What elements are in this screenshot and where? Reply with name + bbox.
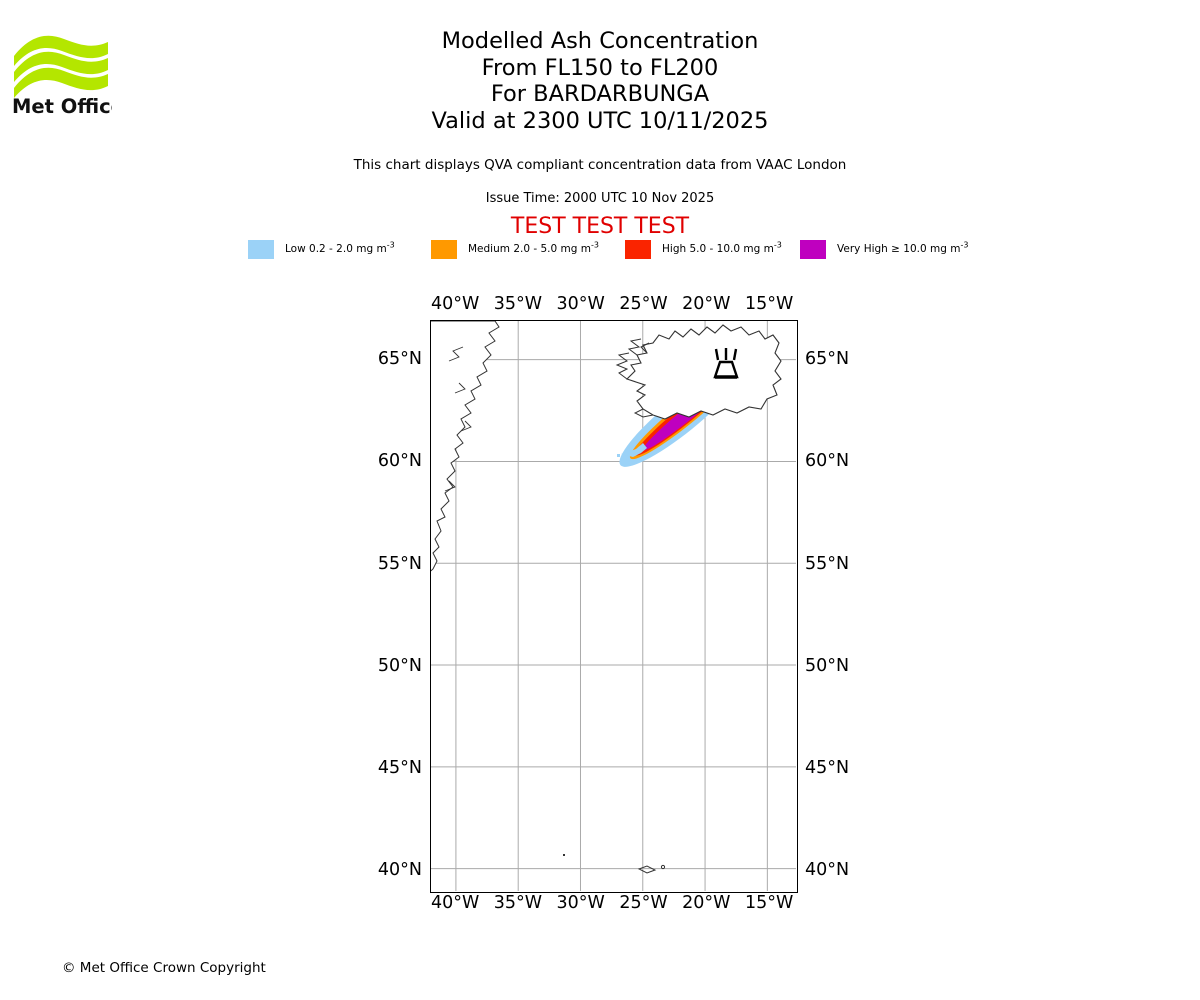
test-banner: TEST TEST TEST	[510, 214, 690, 239]
issue-time-text: Issue Time: 2000 UTC 10 Nov 2025	[485, 191, 715, 206]
legend-exponent-low: -3	[386, 240, 395, 250]
legend-swatch-medium	[431, 239, 457, 259]
title-line-1: Modelled Ash Concentration	[441, 28, 759, 54]
legend-label-low: Low 0.2 - 2.0 mg m-3	[285, 240, 395, 255]
greenland-coastline	[431, 321, 500, 572]
map-frame	[430, 320, 798, 893]
data-source-note: This chart displays QVA compliant concen…	[353, 157, 847, 173]
legend-exponent-medium: -3	[590, 240, 599, 250]
legend-entry-very-high: Very High ≥ 10.0 mg m-3	[800, 239, 968, 259]
lat-tick-left-55N: 55°N	[377, 553, 422, 574]
volcano-symbol	[713, 348, 739, 379]
lat-tick-right-65N: 65°N	[805, 348, 850, 369]
lat-tick-right-40N: 40°N	[805, 860, 850, 881]
legend-text-high: High 5.0 - 10.0 mg m	[662, 243, 774, 255]
iceland-coastline	[625, 324, 782, 420]
legend-entry-low: Low 0.2 - 2.0 mg m-3	[248, 239, 395, 259]
lon-tick-25W: 25°W	[619, 893, 668, 913]
title-line-3: For BARDARBUNGA	[490, 81, 710, 107]
ash-concentration-map	[430, 320, 798, 893]
legend-swatch-very-high	[800, 239, 826, 259]
map-canvas	[431, 321, 796, 891]
lon-tick-15W: 15°W	[744, 893, 794, 913]
legend-entry-high: High 5.0 - 10.0 mg m-3	[625, 239, 782, 259]
longitude-axis-top: 40°W 35°W 30°W 25°W 20°W 15°W	[430, 294, 798, 316]
legend-label-medium: Medium 2.0 - 5.0 mg m-3	[468, 240, 599, 255]
lon-tick-40W: 40°W	[430, 294, 480, 314]
lon-tick-15W: 15°W	[744, 294, 794, 314]
chart-title-block: Modelled Ash Concentration From FL150 to…	[180, 28, 1020, 134]
logo-wordmark: Met Office	[12, 95, 112, 114]
legend-label-very-high: Very High ≥ 10.0 mg m-3	[837, 240, 969, 255]
concentration-legend: Low 0.2 - 2.0 mg m-3 Medium 2.0 - 5.0 mg…	[248, 239, 988, 261]
iceland-northwest-fjords	[615, 338, 654, 418]
lat-tick-left-65N: 65°N	[377, 348, 422, 369]
lat-tick-left-45N: 45°N	[377, 758, 422, 779]
copyright-text: © Met Office Crown Copyright	[62, 960, 266, 976]
lat-tick-right-50N: 50°N	[805, 655, 850, 676]
met-office-logo: Met Office	[12, 22, 112, 114]
title-line-2: From FL150 to FL200	[481, 54, 719, 81]
lat-tick-left-60N: 60°N	[377, 451, 422, 472]
title-line-4: Valid at 2300 UTC 10/11/2025	[431, 107, 769, 134]
lon-tick-35W: 35°W	[493, 893, 543, 913]
legend-exponent-very-high: -3	[960, 240, 969, 250]
lon-tick-40W: 40°W	[430, 893, 480, 913]
lon-tick-30W: 30°W	[556, 294, 605, 314]
lon-tick-35W: 35°W	[493, 294, 543, 314]
lat-tick-right-60N: 60°N	[805, 451, 850, 472]
legend-swatch-high	[625, 239, 651, 259]
lat-tick-left-40N: 40°N	[377, 860, 422, 881]
lon-tick-20W: 20°W	[682, 294, 731, 314]
legend-exponent-high: -3	[773, 240, 782, 250]
small-islands	[563, 854, 666, 874]
met-office-wave-logo: Met Office	[12, 35, 112, 114]
lat-tick-right-55N: 55°N	[805, 553, 850, 574]
legend-label-high: High 5.0 - 10.0 mg m-3	[662, 240, 782, 255]
lat-tick-right-45N: 45°N	[805, 758, 850, 779]
legend-swatch-low	[248, 239, 274, 259]
lon-tick-25W: 25°W	[619, 294, 668, 314]
legend-text-medium: Medium 2.0 - 5.0 mg m	[468, 243, 591, 255]
lon-tick-20W: 20°W	[682, 893, 731, 913]
lat-tick-left-50N: 50°N	[377, 655, 422, 676]
legend-text-low: Low 0.2 - 2.0 mg m	[285, 243, 387, 255]
legend-text-very-high: Very High ≥ 10.0 mg m	[837, 243, 961, 255]
legend-entry-medium: Medium 2.0 - 5.0 mg m-3	[431, 239, 599, 259]
longitude-axis-bottom: 40°W 35°W 30°W 25°W 20°W 15°W	[430, 893, 798, 915]
lon-tick-30W: 30°W	[556, 893, 605, 913]
greenland-fjord-detail	[444, 346, 472, 492]
plume-stray-pixel	[617, 454, 620, 457]
plume-tail	[621, 443, 647, 457]
